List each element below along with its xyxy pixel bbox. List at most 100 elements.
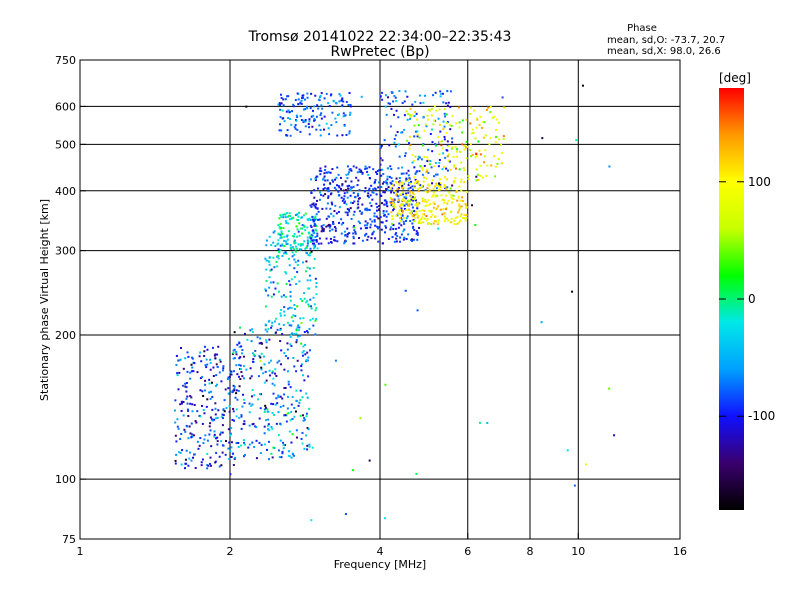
- echo-point: [417, 202, 420, 205]
- echo-point: [206, 348, 209, 351]
- echo-point: [196, 440, 199, 443]
- echo-point: [398, 222, 401, 225]
- echo-point: [286, 212, 289, 215]
- echo-point: [331, 179, 334, 182]
- echo-point: [281, 397, 284, 400]
- echo-point: [282, 441, 285, 444]
- echo-point: [280, 129, 283, 132]
- echo-point: [447, 219, 450, 222]
- echo-point: [393, 190, 396, 193]
- echo-point: [309, 298, 312, 301]
- echo-point: [357, 206, 360, 209]
- echo-point: [292, 234, 295, 237]
- echo-point: [414, 172, 417, 175]
- echo-point: [385, 182, 388, 185]
- echo-point: [306, 331, 309, 334]
- echo-point: [299, 244, 302, 247]
- echo-point: [388, 102, 391, 105]
- echo-point: [428, 184, 431, 187]
- echo-point: [401, 131, 404, 134]
- echo-point: [308, 118, 311, 121]
- echo-point: [404, 289, 407, 292]
- echo-point: [268, 286, 271, 289]
- stats-heading: Phase: [627, 23, 657, 34]
- echo-point: [391, 91, 394, 94]
- echo-point: [230, 390, 233, 393]
- echo-point: [411, 185, 414, 188]
- echo-point: [423, 156, 426, 159]
- echo-point: [279, 108, 282, 111]
- echo-point: [289, 299, 292, 302]
- echo-point: [274, 368, 277, 371]
- echo-point: [247, 446, 250, 449]
- echo-point: [251, 441, 254, 444]
- echo-point: [220, 440, 223, 443]
- echo-point: [414, 199, 417, 202]
- echo-point: [298, 211, 301, 214]
- echo-point: [184, 357, 187, 360]
- echo-point: [289, 215, 292, 218]
- echo-point: [303, 418, 306, 421]
- echo-point: [463, 148, 466, 151]
- echo-point: [453, 181, 456, 184]
- echo-point: [463, 214, 466, 217]
- y-tick-label: 600: [55, 100, 76, 113]
- echo-point: [465, 190, 468, 193]
- echo-point: [438, 141, 441, 144]
- echo-point: [389, 228, 392, 231]
- echo-point: [279, 405, 282, 408]
- echo-point: [415, 472, 418, 475]
- echo-point: [295, 341, 298, 344]
- echo-point: [303, 292, 306, 295]
- echo-point: [383, 191, 386, 194]
- echo-point: [409, 144, 412, 147]
- echo-point: [242, 377, 245, 380]
- echo-point: [267, 428, 270, 431]
- echo-point: [312, 218, 315, 221]
- echo-point: [403, 196, 406, 199]
- echo-point: [180, 463, 183, 466]
- echo-point: [280, 230, 283, 233]
- echo-point: [439, 186, 442, 189]
- echo-point: [540, 321, 543, 324]
- echo-point: [483, 121, 486, 124]
- echo-point: [349, 201, 352, 204]
- echo-point: [404, 207, 407, 210]
- echo-point: [297, 103, 300, 106]
- echo-point: [327, 190, 330, 193]
- echo-point: [435, 220, 438, 223]
- echo-point: [330, 241, 333, 244]
- echo-point: [435, 187, 438, 190]
- echo-point: [309, 224, 312, 227]
- echo-point: [415, 171, 418, 174]
- echo-point: [280, 215, 283, 218]
- echo-point: [303, 379, 306, 382]
- echo-point: [315, 240, 318, 243]
- echo-point: [189, 395, 192, 398]
- echo-point: [190, 459, 193, 462]
- echo-point: [267, 320, 270, 323]
- echo-point: [416, 238, 419, 241]
- echo-point: [366, 170, 369, 173]
- echo-point: [218, 358, 221, 361]
- echo-point: [385, 210, 388, 213]
- echo-point: [405, 209, 408, 212]
- echo-point: [440, 144, 443, 147]
- echo-point: [406, 178, 409, 181]
- echo-point: [435, 207, 438, 210]
- echo-point: [321, 107, 324, 110]
- echo-point: [403, 100, 406, 103]
- echo-point: [339, 94, 342, 97]
- echo-point: [334, 239, 337, 242]
- echo-point: [263, 443, 266, 446]
- echo-point: [287, 109, 290, 112]
- echo-point: [214, 402, 217, 405]
- echo-point: [279, 214, 282, 217]
- echo-point: [215, 363, 218, 366]
- echo-point: [414, 110, 417, 113]
- y-tick-label: 500: [55, 138, 76, 151]
- echo-point: [368, 187, 371, 190]
- echo-point: [240, 368, 243, 371]
- echo-point: [356, 171, 359, 174]
- echo-point: [401, 203, 404, 206]
